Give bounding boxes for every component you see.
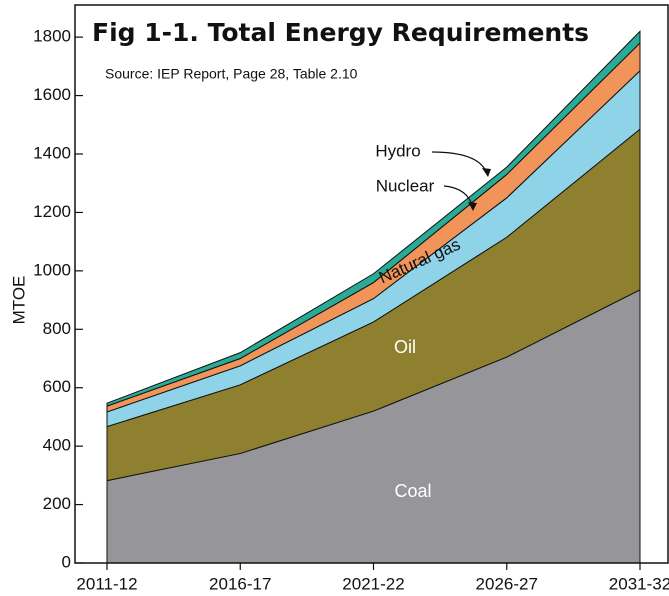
y-axis-label: MTOE bbox=[9, 276, 28, 325]
x-tick-label: 2021-22 bbox=[342, 574, 404, 593]
arrow bbox=[431, 151, 488, 175]
series-label: Hydro bbox=[375, 141, 420, 160]
y-tick-label: 1800 bbox=[33, 27, 71, 46]
x-tick-label: 2016-17 bbox=[209, 574, 271, 593]
y-tick-label: 800 bbox=[43, 319, 71, 338]
chart-subtitle: Source: IEP Report, Page 28, Table 2.10 bbox=[105, 66, 358, 82]
series-label: Coal bbox=[394, 481, 431, 501]
arrowhead bbox=[468, 202, 477, 211]
y-tick-label: 0 bbox=[62, 552, 71, 571]
y-tick-label: 1200 bbox=[33, 202, 71, 221]
y-tick-label: 1000 bbox=[33, 260, 71, 279]
y-tick-label: 1600 bbox=[33, 85, 71, 104]
x-tick-label: 2011-12 bbox=[76, 574, 137, 593]
y-tick-label: 400 bbox=[43, 436, 71, 455]
chart-title: Fig 1-1. Total Energy Requirements bbox=[92, 18, 589, 47]
y-tick-label: 1400 bbox=[33, 143, 71, 162]
plot-frame bbox=[74, 4, 669, 564]
x-tick-label: 2031-32 bbox=[609, 574, 669, 593]
series-label: Oil bbox=[394, 337, 416, 357]
arrowhead bbox=[482, 168, 491, 177]
y-tick-label: 200 bbox=[43, 494, 71, 513]
series-label: Nuclear bbox=[376, 176, 435, 195]
y-tick-label: 600 bbox=[43, 377, 71, 396]
area bbox=[106, 30, 641, 407]
x-tick-label: 2026-27 bbox=[476, 574, 538, 593]
